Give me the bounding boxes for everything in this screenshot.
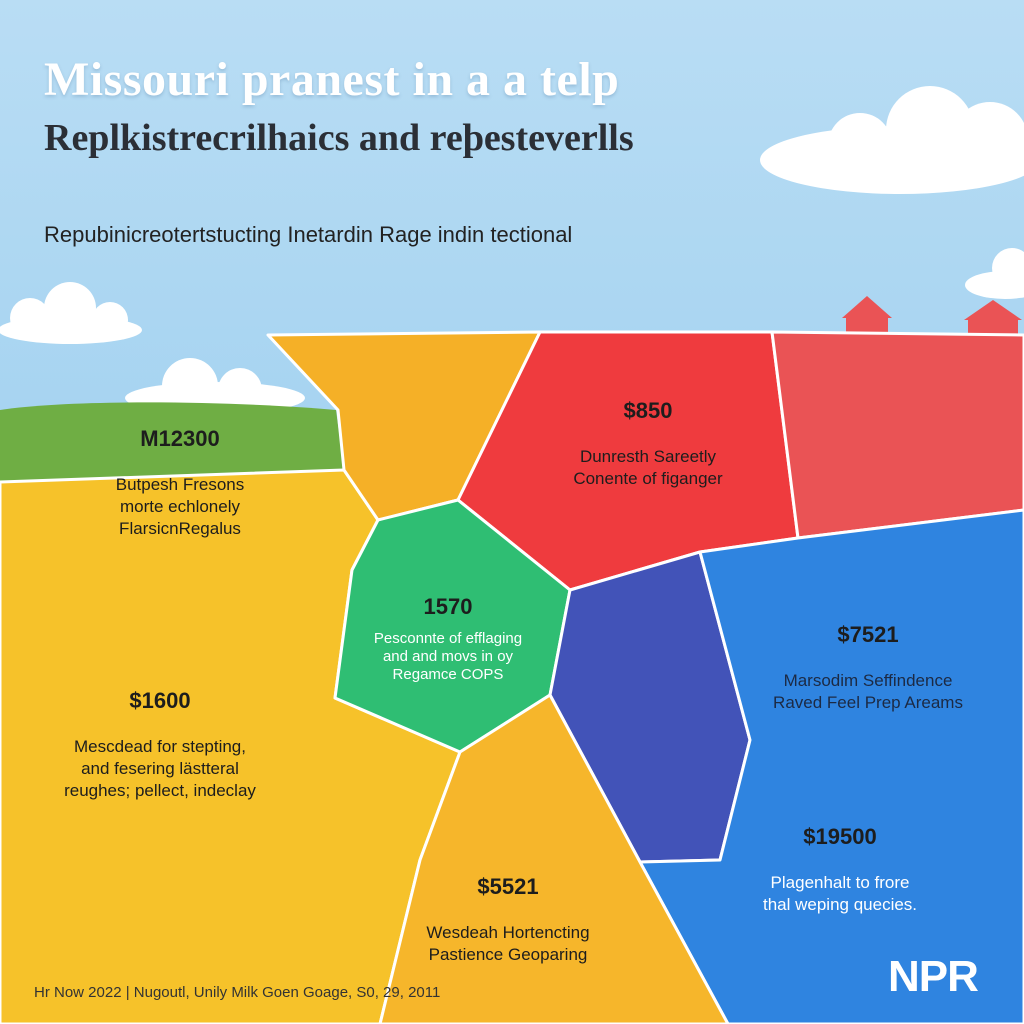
grass-strip [0, 402, 344, 482]
region-value: $5521 [477, 874, 539, 899]
cloud-left-icon [0, 282, 142, 344]
region-desc-line: thal weping quecies. [762, 895, 918, 914]
tagline: Repubinicreotertstucting Inetardin Rage … [44, 222, 573, 247]
region-value: 1570 [423, 594, 473, 619]
region-south [378, 693, 730, 1024]
region-value: M12300 [140, 426, 220, 451]
region-desc-line: Dunresth Sareetly [579, 447, 717, 466]
region-desc-line: Wesdeah Hortencting [426, 923, 590, 942]
label-northeast: $850 Dunresth Sareetly Conente of figang… [573, 398, 722, 490]
region-desc-line: Plagenhalt to frore [770, 873, 910, 892]
region-desc-line: reughes; pellect, indeclay [64, 781, 256, 800]
region-desc-line: Marsodim Seffindence [783, 671, 953, 690]
region-desc-line: Butpesh Fresons [115, 475, 245, 494]
region-desc-line: Pesconnte of efflaging [373, 630, 523, 647]
region-desc-line: morte echlonely [119, 497, 241, 516]
region-far-northeast [770, 330, 1024, 540]
label-south: $5521 Wesdeah Hortencting Pastience Geop… [426, 874, 589, 966]
region-value: $850 [623, 398, 673, 423]
region-desc-line: Mescdead for stepting, [74, 737, 246, 756]
region-desc-line: Raved Feel Prep Areams [773, 693, 963, 712]
page-subtitle: Replkistrecrilhaics and reþesteverlls [44, 117, 634, 159]
label-east: $7521 Marsodim Seffindence Raved Feel Pr… [773, 622, 963, 714]
label-west: $1600 Mescdead for stepting, and feserin… [64, 688, 256, 802]
region-desc-line: Conente of figanger [573, 469, 723, 488]
region-value: $7521 [837, 622, 899, 647]
label-northwest: M12300 Butpesh Fresons morte echlonely F… [116, 426, 245, 540]
region-value: $19500 [803, 824, 877, 849]
region-desc-line: Pastience Geoparing [428, 945, 588, 964]
cloud-top-right-icon [760, 86, 1024, 194]
cloud-right-small-icon [965, 248, 1024, 299]
region-desc-line: and fesering lästteral [81, 759, 239, 778]
region-value: $1600 [129, 688, 191, 713]
region-desc-line: and and movs in oy [382, 648, 514, 665]
region-desc-line: FlarsicnRegalus [119, 519, 241, 538]
page-title: Missouri pranest in a a telp [44, 53, 620, 106]
label-southeast: $19500 Plagenhalt to frore thal weping q… [763, 824, 917, 916]
label-central: 1570 Pesconnte of efflaging and and movs… [374, 594, 522, 684]
region-desc-line: Regamce COPS [392, 666, 504, 683]
footer-credit: Hr Now 2022 | Nugoutl, Unily Milk Goen G… [34, 984, 441, 1001]
npr-logo: NPR [888, 952, 979, 1001]
